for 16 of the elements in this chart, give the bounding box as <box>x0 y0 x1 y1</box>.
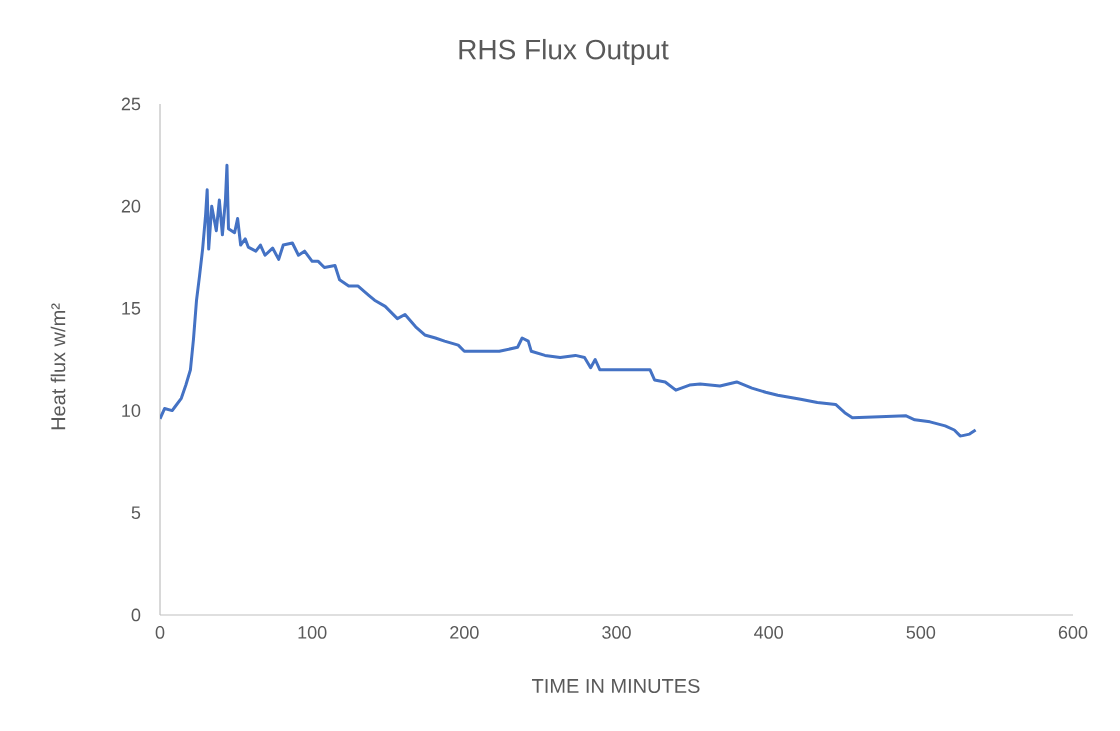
y-tick-label: 0 <box>131 608 141 622</box>
x-tick-label: 600 <box>1058 626 1088 639</box>
y-tick-label: 5 <box>131 506 141 520</box>
y-tick-label: 25 <box>121 97 141 111</box>
y-tick-label: 15 <box>122 302 141 315</box>
y-tick-label: 20 <box>121 199 141 213</box>
x-tick-label: 400 <box>754 626 783 639</box>
x-tick-label: 0 <box>155 626 165 639</box>
x-axis-title: TIME IN MINUTES <box>532 678 700 694</box>
y-tick-label: 10 <box>122 404 141 417</box>
x-tick-label: 200 <box>450 626 479 639</box>
x-tick-label: 500 <box>906 626 936 639</box>
y-axis-title: Heat flux w/m² <box>50 303 66 430</box>
x-tick-label: 100 <box>298 626 327 639</box>
chart-title: RHS Flux Output <box>459 38 669 66</box>
x-tick-label: 300 <box>602 626 631 639</box>
